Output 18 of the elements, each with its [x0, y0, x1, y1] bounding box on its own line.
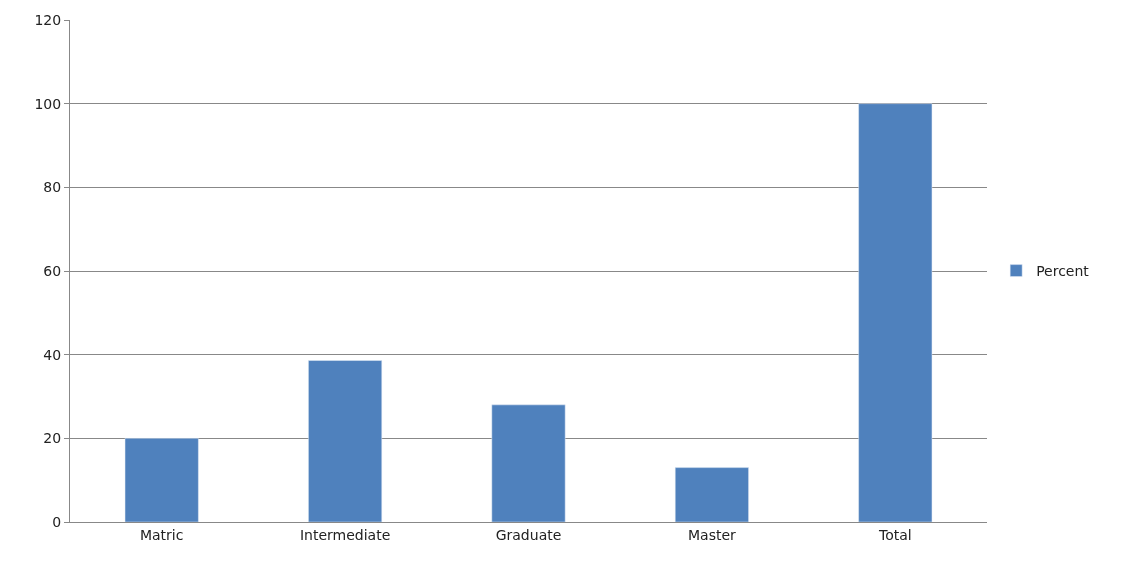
- y-tick-label: 120: [34, 11, 62, 28]
- x-tick-label: Master: [687, 526, 737, 543]
- y-tick-label: 100: [34, 95, 62, 112]
- y-tick-label: 40: [43, 346, 62, 363]
- y-tick-label: 20: [43, 430, 62, 447]
- bar: [308, 360, 383, 522]
- x-tick-label: Total: [877, 526, 912, 543]
- y-tick-label: 0: [52, 513, 62, 530]
- y-tick-label: 60: [43, 262, 62, 279]
- y-tick-label: 80: [43, 179, 62, 196]
- x-tick-label: Intermediate: [299, 526, 391, 543]
- bar: [124, 438, 199, 522]
- bar: [491, 404, 566, 522]
- bar: [674, 467, 749, 522]
- legend-label: Percent: [1036, 263, 1090, 280]
- x-tick-label: Matric: [139, 526, 184, 543]
- bar: [858, 103, 933, 522]
- x-tick-label: Graduate: [495, 526, 562, 543]
